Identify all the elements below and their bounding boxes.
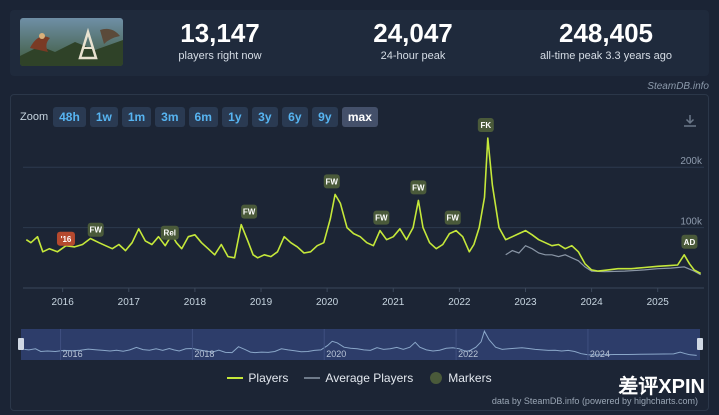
marker-badge bbox=[56, 231, 75, 246]
zoom-button-3m[interactable]: 3m bbox=[155, 107, 185, 127]
legend-players-label: Players bbox=[248, 371, 289, 385]
zoom-button-1y[interactable]: 1y bbox=[221, 107, 248, 127]
chart-grid bbox=[23, 166, 704, 289]
zoom-button-48h[interactable]: 48h bbox=[53, 107, 86, 127]
marker-badge bbox=[373, 210, 390, 225]
x-tick-2018: 2018 bbox=[184, 297, 207, 308]
marker-badge bbox=[444, 210, 461, 225]
marker-label: FW bbox=[90, 226, 103, 235]
navigator-handle-left bbox=[18, 338, 24, 350]
zoom-bar: Zoom 48h 1w 1m 3m 6m 1y 3y 6y 9y max bbox=[20, 107, 382, 127]
zoom-button-1w[interactable]: 1w bbox=[89, 107, 118, 127]
navigator-tick-2016: 2016 bbox=[63, 349, 83, 359]
x-tick-2023: 2023 bbox=[514, 297, 537, 308]
marker-FW-7: FW bbox=[444, 210, 461, 225]
marker-FW-5: FW bbox=[373, 210, 390, 225]
y-tick-200k: 200k bbox=[680, 156, 703, 167]
stat-current-players: 13,147 players right now bbox=[130, 18, 310, 62]
average-players-line bbox=[505, 244, 701, 276]
marker-badge bbox=[323, 174, 340, 189]
legend-average[interactable]: Average Players bbox=[304, 371, 413, 385]
average-players-series bbox=[505, 244, 701, 276]
x-tick-2019: 2019 bbox=[250, 297, 273, 308]
navigator-tick-2020: 2020 bbox=[326, 349, 346, 359]
steamdb-attribution[interactable]: SteamDB.info bbox=[647, 81, 709, 92]
players-series bbox=[25, 137, 702, 275]
current-players-value: 13,147 bbox=[180, 18, 260, 48]
zoom-button-9y[interactable]: 9y bbox=[311, 107, 338, 127]
legend-players[interactable]: Players bbox=[227, 371, 288, 385]
legend-markers[interactable]: Markers bbox=[429, 371, 492, 385]
chart-legend: Players Average Players Markers bbox=[11, 371, 708, 385]
peak-24h-value: 24,047 bbox=[373, 18, 453, 48]
marker-badge bbox=[87, 222, 104, 237]
current-players-label: players right now bbox=[178, 50, 262, 62]
peak-24h-label: 24-hour peak bbox=[380, 50, 446, 62]
player-chart[interactable]: 100k 200k 2016 2017 2018 2019 2020 2021 2022 202… bbox=[11, 95, 710, 412]
marker-label: '16 bbox=[61, 235, 72, 244]
y-axis-ticks: 100k 200k bbox=[680, 156, 703, 227]
navigator-tick-2022: 2022 bbox=[458, 349, 478, 359]
download-icon[interactable] bbox=[682, 113, 698, 129]
x-tick-2025: 2025 bbox=[647, 297, 670, 308]
marker-FW-3: FW bbox=[241, 204, 258, 219]
navigator: 2016 2018 2020 2022 2024 bbox=[18, 329, 703, 360]
x-tick-2022: 2022 bbox=[448, 297, 471, 308]
x-tick-2024: 2024 bbox=[580, 297, 603, 308]
marker-badge bbox=[410, 180, 427, 195]
marker-FK-8: FK bbox=[477, 117, 494, 132]
legend-average-swatch bbox=[304, 377, 321, 379]
marker-label: AD bbox=[684, 238, 696, 247]
zoom-button-3y[interactable]: 3y bbox=[251, 107, 278, 127]
marker-label: FW bbox=[243, 208, 256, 217]
marker-AD-9: AD bbox=[681, 234, 698, 249]
chart-credits[interactable]: data by SteamDB.info (powered by highcha… bbox=[491, 396, 698, 406]
x-tick-2020: 2020 bbox=[316, 297, 339, 308]
x-tick-2021: 2021 bbox=[382, 297, 405, 308]
x-tick-2016: 2016 bbox=[52, 297, 75, 308]
watermark-logo: 差评XPIN bbox=[618, 376, 705, 398]
marker-label: FW bbox=[375, 214, 388, 223]
y-tick-100k: 100k bbox=[680, 217, 703, 228]
players-line bbox=[25, 137, 702, 275]
marker-label: FW bbox=[447, 214, 460, 223]
stats-bar: 13,147 players right now 24,047 24-hour … bbox=[10, 10, 709, 76]
zoom-buttons: 48h 1w 1m 3m 6m 1y 3y 6y 9y max bbox=[53, 107, 382, 127]
zoom-button-6m[interactable]: 6m bbox=[188, 107, 218, 127]
marker-FW-4: FW bbox=[323, 174, 340, 189]
legend-average-label: Average Players bbox=[325, 371, 414, 385]
marker-label: FW bbox=[326, 177, 339, 186]
legend-players-swatch bbox=[227, 377, 244, 379]
alltime-peak-label: all-time peak 3.3 years ago bbox=[539, 50, 673, 62]
legend-markers-label: Markers bbox=[448, 371, 492, 385]
event-markers: '16 FW Rel FW FW FW FW FW FK AD bbox=[56, 117, 698, 249]
zoom-button-max[interactable]: max bbox=[341, 107, 378, 127]
zoom-button-6y[interactable]: 6y bbox=[281, 107, 308, 127]
stat-24h-peak: 24,047 24-hour peak bbox=[323, 18, 503, 62]
marker-Rel-2: Rel bbox=[160, 225, 179, 240]
marker-label: FK bbox=[480, 121, 491, 130]
marker-16-0: '16 bbox=[56, 231, 75, 246]
navigator-series bbox=[24, 329, 697, 356]
game-thumbnail[interactable] bbox=[20, 18, 123, 66]
navigator-tick-2018: 2018 bbox=[194, 349, 214, 359]
navigator-tick-2024: 2024 bbox=[590, 349, 610, 359]
marker-FW-6: FW bbox=[410, 180, 427, 195]
x-axis-ticks: 2016 2017 2018 2019 2020 2021 2022 2023 2024 2025 bbox=[52, 288, 670, 308]
marker-label: FW bbox=[412, 183, 425, 192]
marker-label: Rel bbox=[164, 229, 176, 238]
marker-badge bbox=[681, 234, 698, 249]
legend-markers-swatch bbox=[430, 372, 443, 384]
marker-badge bbox=[477, 117, 494, 132]
marker-badge bbox=[241, 204, 258, 219]
marker-FW-1: FW bbox=[87, 222, 104, 237]
stat-alltime-peak: 248,405 all-time peak 3.3 years ago bbox=[516, 18, 696, 62]
zoom-button-1m[interactable]: 1m bbox=[121, 107, 152, 127]
x-tick-2017: 2017 bbox=[118, 297, 141, 308]
zoom-label: Zoom bbox=[20, 111, 49, 123]
navigator-handle-right bbox=[697, 338, 703, 350]
marker-badge bbox=[160, 225, 179, 240]
chart-panel: Zoom 48h 1w 1m 3m 6m 1y 3y 6y 9y max 100k 200k 201… bbox=[10, 94, 709, 411]
alltime-peak-value: 248,405 bbox=[559, 18, 653, 48]
